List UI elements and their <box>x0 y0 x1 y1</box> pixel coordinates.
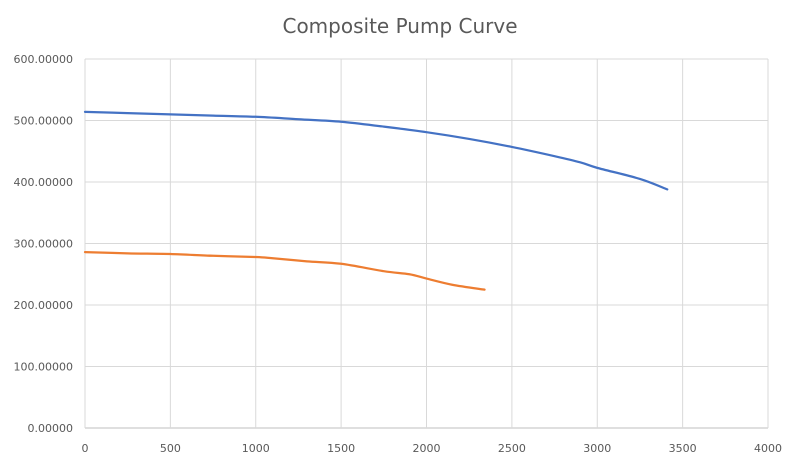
x-tick-label: 1500 <box>327 442 355 455</box>
chart-title: Composite Pump Curve <box>282 14 518 38</box>
x-tick-label: 4000 <box>754 442 782 455</box>
x-tick-label: 0 <box>82 442 89 455</box>
y-tick-label: 600.00000 <box>14 53 74 66</box>
x-tick-label: 2000 <box>413 442 441 455</box>
y-tick-label: 500.00000 <box>14 115 74 128</box>
y-tick-label: 300.00000 <box>14 238 74 251</box>
x-tick-label: 2500 <box>498 442 526 455</box>
series-line-1 <box>83 110 669 191</box>
x-tick-label: 1000 <box>242 442 270 455</box>
y-tick-label: 200.00000 <box>14 299 74 312</box>
y-tick-label: 0.00000 <box>28 422 74 435</box>
x-tick-label: 3500 <box>669 442 697 455</box>
y-tick-label: 400.00000 <box>14 176 74 189</box>
series-line-2 <box>83 250 486 291</box>
x-tick-label: 500 <box>160 442 181 455</box>
y-tick-label: 100.00000 <box>14 361 74 374</box>
x-tick-label: 3000 <box>583 442 611 455</box>
